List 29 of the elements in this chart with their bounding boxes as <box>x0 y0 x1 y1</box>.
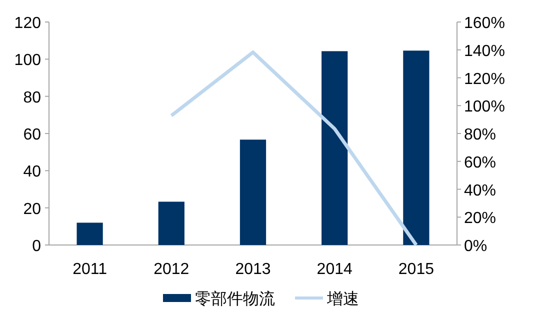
bar <box>240 140 266 245</box>
x-tick-label: 2011 <box>72 261 108 278</box>
y2-tick-label: 140% <box>464 42 505 60</box>
y-tick-label: 100 <box>14 52 42 70</box>
x-tick-label: 2014 <box>316 261 352 278</box>
x-tick-label: 2013 <box>235 261 271 278</box>
y2-tick-label: 60% <box>464 154 496 172</box>
y-tick-label: 40 <box>23 164 42 181</box>
x-tick-label: 2015 <box>398 261 434 278</box>
y-tick-label: 0 <box>32 238 42 255</box>
y2-tick-label: 0% <box>464 238 488 255</box>
bar <box>322 51 348 245</box>
y2-tick-label: 100% <box>464 98 505 116</box>
bar <box>76 222 103 245</box>
y2-tick-label: 40% <box>464 182 496 200</box>
bar <box>403 50 430 245</box>
legend-label: 增速 <box>326 290 359 308</box>
y-tick-label: 80 <box>23 89 42 106</box>
line-series <box>170 50 418 247</box>
legend-label: 零部件物流 <box>195 290 275 308</box>
y-tick-label: 120 <box>14 15 42 32</box>
y2-tick-label: 20% <box>464 210 496 228</box>
y-tick-label: 20 <box>23 200 42 218</box>
bar <box>158 202 184 245</box>
y-tick-label: 60 <box>23 126 42 144</box>
y2-tick-label: 80% <box>464 126 496 144</box>
x-tick-label: 2012 <box>154 261 190 278</box>
y2-tick-label: 120% <box>464 70 505 88</box>
y2-tick-label: 160% <box>464 15 505 32</box>
